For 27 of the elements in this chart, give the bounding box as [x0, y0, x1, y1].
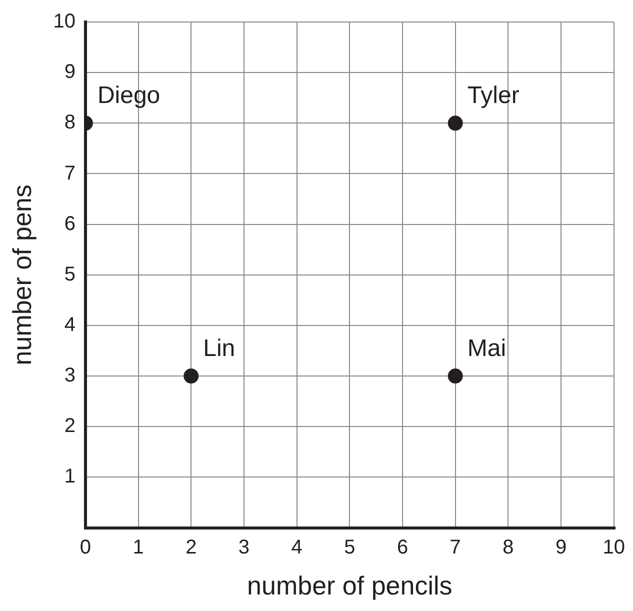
x-tick-label: 3 [238, 536, 250, 558]
x-tick-label: 4 [291, 536, 302, 558]
x-tick-label: 10 [602, 536, 625, 558]
x-tick-label: 2 [186, 536, 197, 558]
annotation: Diego [97, 82, 160, 110]
x-tick-label: 1 [132, 536, 144, 558]
x-tick-label: 0 [80, 536, 92, 558]
x-tick-label: 8 [502, 536, 514, 558]
y-tick-label: 7 [64, 162, 76, 184]
y-tick-label: 3 [64, 364, 76, 387]
annotation: Tyler [467, 82, 520, 110]
y-tick-label: 10 [53, 10, 76, 33]
y-axis-title: number of pens [6, 184, 37, 366]
y-tick-label: 5 [64, 263, 76, 286]
x-tick-label: 5 [344, 536, 356, 558]
y-tick-label: 1 [64, 466, 76, 488]
y-tick-label: 6 [64, 212, 76, 235]
x-tick-label: 7 [450, 536, 461, 558]
y-tick-label: 2 [64, 415, 76, 438]
x-tick-label: 6 [396, 536, 408, 558]
y-tick-label: 8 [64, 112, 76, 134]
annotation: Mai [467, 335, 506, 362]
x-tick-label: 9 [555, 536, 567, 558]
y-tick-label: 4 [64, 314, 76, 336]
x-axis-title: number of pencils [247, 570, 452, 601]
annotation: Lin [203, 335, 236, 362]
y-tick-label: 9 [64, 61, 76, 84]
